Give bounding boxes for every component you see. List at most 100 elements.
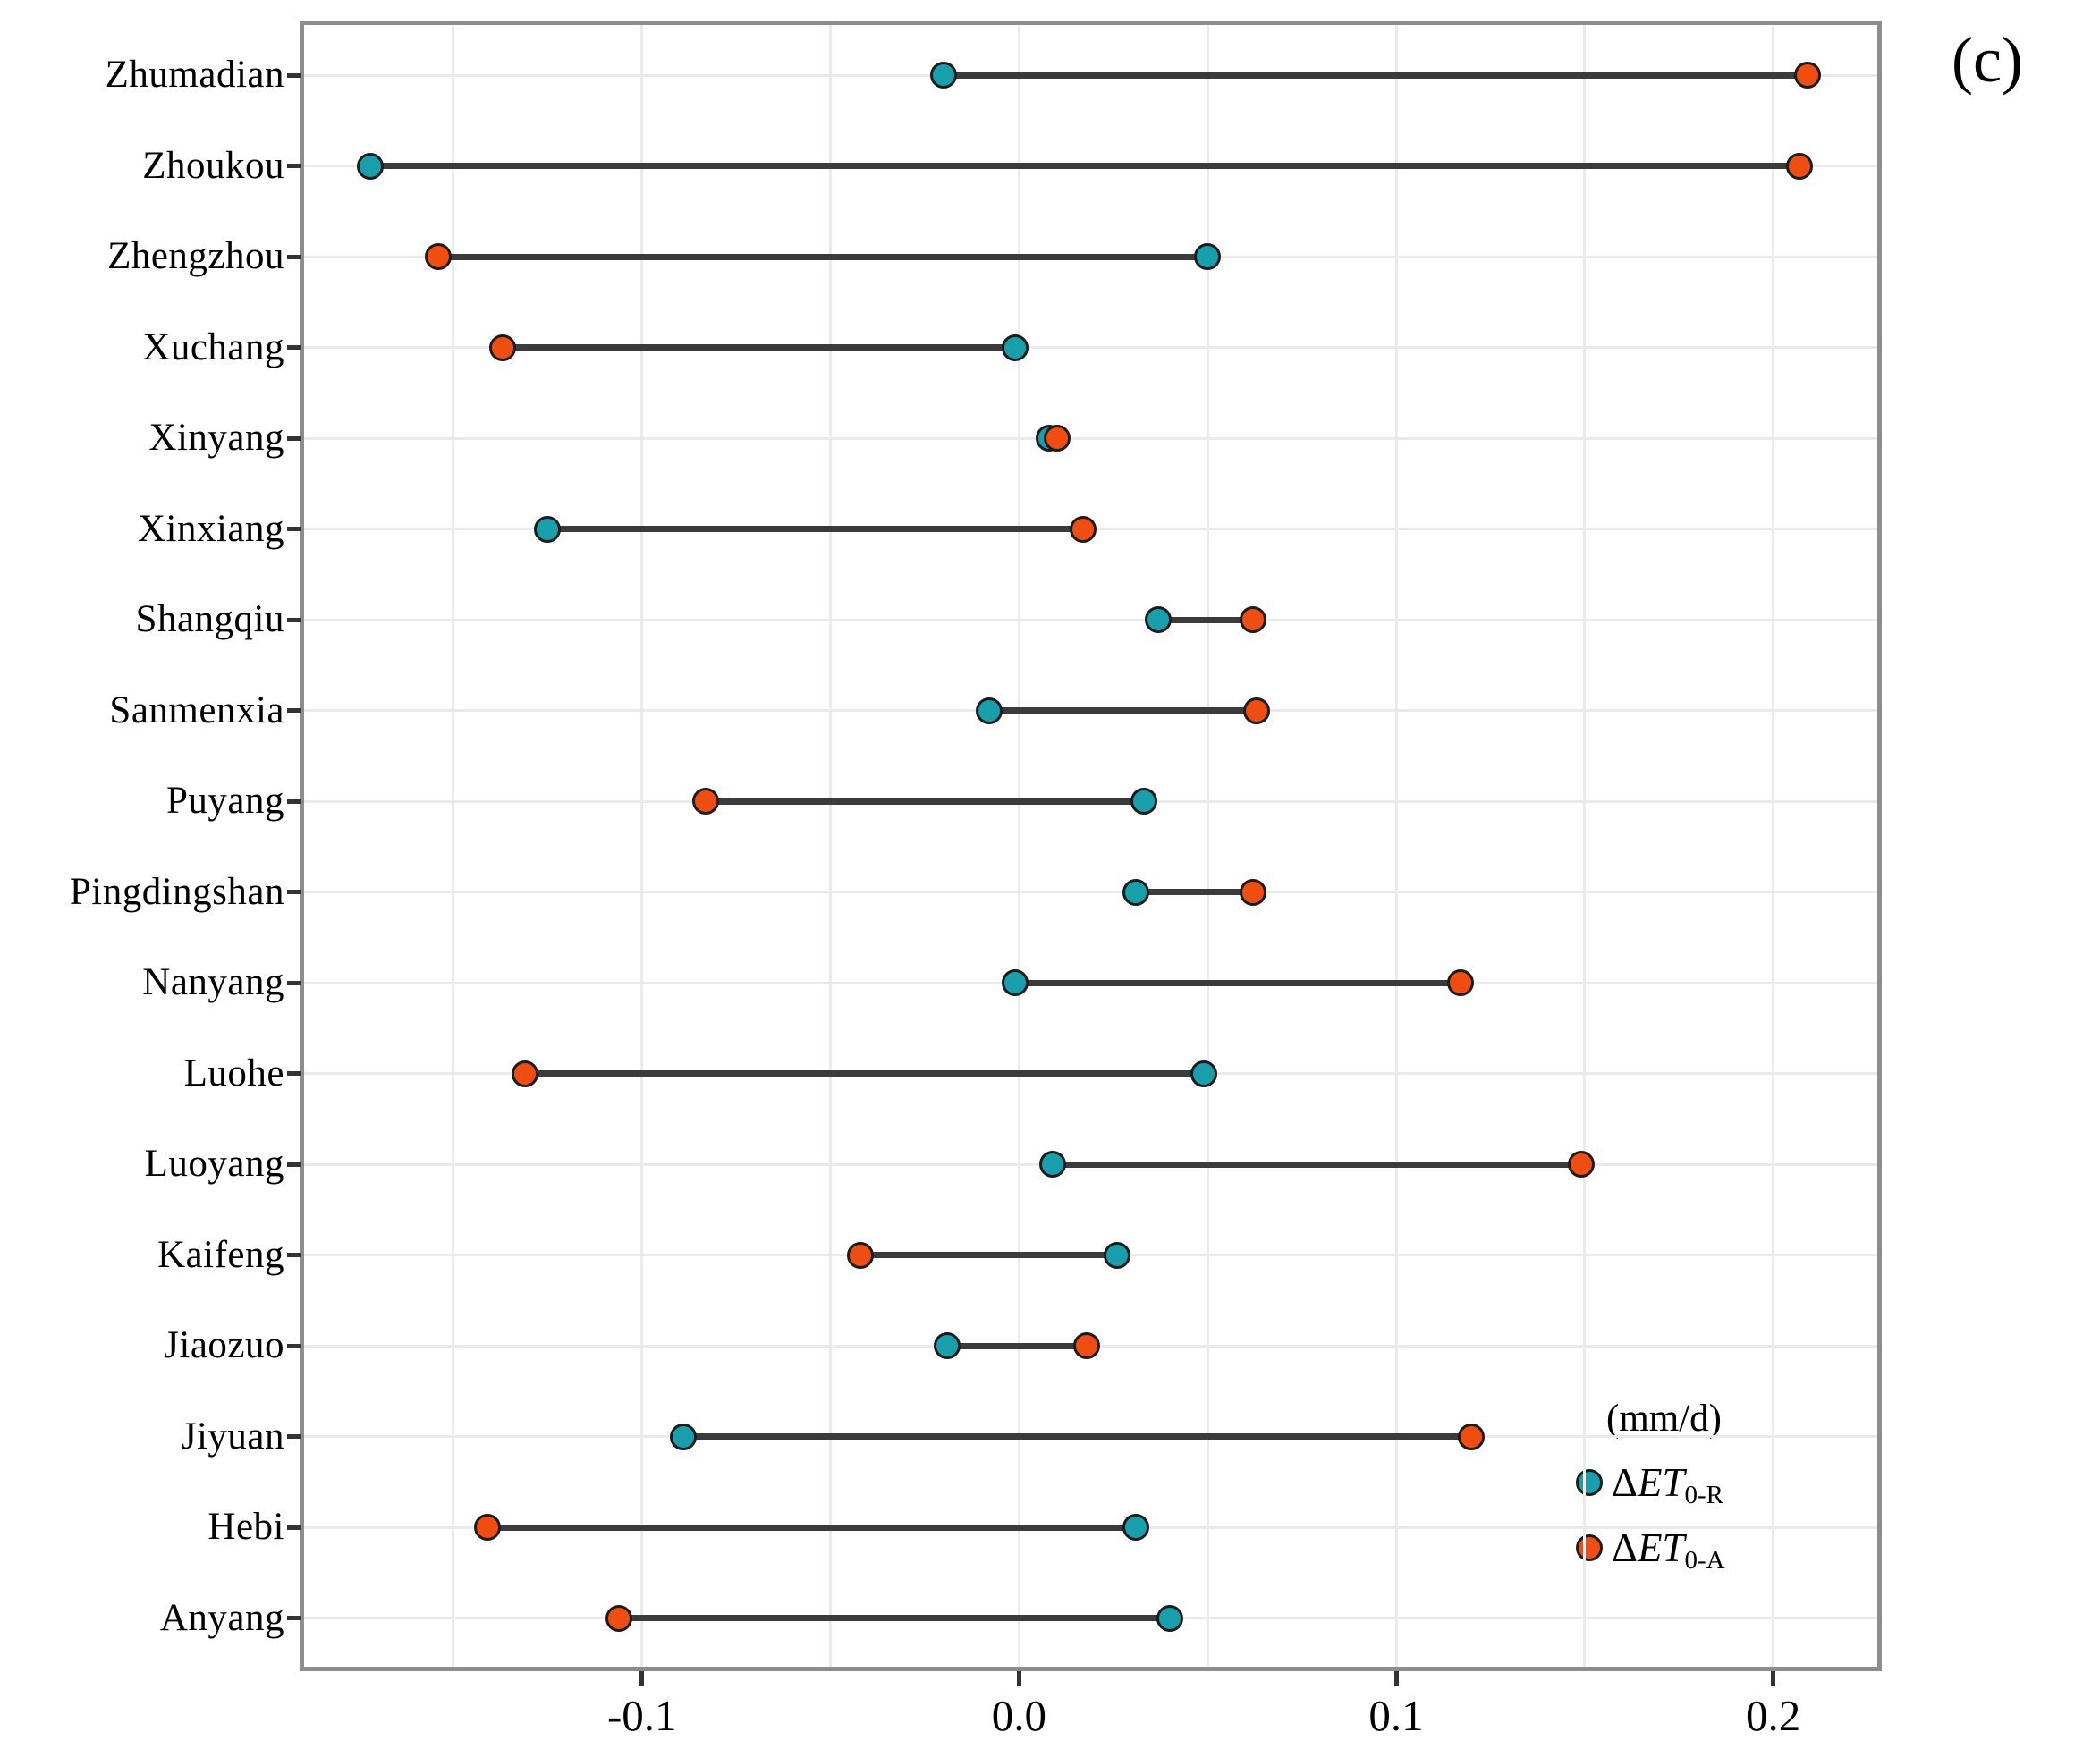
point-et0r-luoyang (1039, 1151, 1067, 1178)
legend-marker-et0a-icon (1576, 1534, 1603, 1561)
x-axis-tick (639, 1671, 645, 1686)
legend-item-et0a: ΔET0-A (1563, 1525, 1787, 1574)
x-tick-label: -0.1 (606, 1691, 677, 1740)
point-et0a-puyang (692, 788, 720, 815)
point-et0a-xinyang (1043, 425, 1071, 452)
city-label: Xinxiang (137, 507, 284, 550)
point-et0a-xinxiang (1070, 515, 1097, 543)
vertical-gridline (1772, 25, 1775, 1667)
dumbbell-connector (502, 344, 1016, 351)
city-label: Pingdingshan (69, 870, 284, 913)
vertical-gridline (829, 25, 833, 1667)
point-et0r-pingdingshan (1122, 878, 1150, 906)
dumbbell-connector (860, 1252, 1117, 1258)
x-tick-label: 0.0 (991, 1691, 1047, 1740)
city-label: Anyang (159, 1596, 284, 1639)
point-et0r-shangqiu (1145, 606, 1173, 633)
point-et0a-jiyuan (1458, 1423, 1486, 1450)
city-label: Luohe (183, 1052, 284, 1094)
dumbbell-connector (487, 1524, 1137, 1531)
point-et0r-zhengzhou (1194, 243, 1222, 270)
dumbbell-connector (683, 1433, 1472, 1440)
legend-symbol: ET (1637, 1525, 1685, 1570)
point-et0r-luohe (1190, 1060, 1217, 1087)
dumbbell-connector (438, 253, 1208, 260)
point-et0a-zhumadian (1793, 62, 1821, 89)
point-et0r-jiaozuo (934, 1332, 961, 1359)
y-axis-tick (287, 890, 301, 894)
y-axis-tick (287, 527, 301, 531)
horizontal-gridline (304, 618, 1877, 621)
dumbbell-connector (1015, 979, 1461, 986)
point-et0a-pingdingshan (1239, 878, 1266, 906)
vertical-gridline (1394, 25, 1398, 1667)
y-axis-tick (287, 72, 301, 78)
point-et0r-anyang (1156, 1604, 1184, 1632)
legend-symbol: ET (1637, 1460, 1685, 1505)
dumbbell-connector (706, 798, 1144, 805)
dumbbell-connector (370, 163, 1800, 169)
point-et0a-hebi (473, 1514, 501, 1541)
city-label: Zhoukou (142, 144, 284, 187)
city-label: Puyang (166, 780, 284, 822)
dumbbell-connector (1158, 616, 1253, 623)
city-label: Jiyuan (181, 1415, 284, 1458)
y-axis-tick (287, 798, 301, 804)
legend-delta: Δ (1612, 1460, 1638, 1505)
point-et0a-xuchang (488, 334, 516, 361)
y-axis-tick (287, 708, 301, 713)
point-et0a-shangqiu (1239, 606, 1266, 633)
point-et0r-zhumadian (930, 62, 958, 89)
y-axis-tick (287, 1071, 301, 1076)
city-label: Sanmenxia (109, 689, 284, 731)
point-et0r-zhoukou (357, 152, 385, 180)
city-label: Jiaozuo (164, 1324, 284, 1366)
city-label: Luoyang (144, 1143, 284, 1185)
y-axis-tick (287, 1525, 301, 1530)
y-axis-tick (287, 1253, 301, 1257)
legend-subscript: 0-A (1684, 1546, 1725, 1575)
y-axis-tick (287, 1616, 301, 1620)
y-axis-tick (287, 1434, 301, 1439)
y-axis-tick (287, 1162, 301, 1167)
city-label: Kaifeng (157, 1233, 284, 1276)
x-tick-label: 0.1 (1368, 1691, 1424, 1740)
dumbbell-connector (525, 1070, 1204, 1077)
vertical-gridline (452, 25, 455, 1667)
dumbbell-connector (619, 1615, 1171, 1621)
y-axis-tick (287, 980, 301, 985)
city-label: Hebi (207, 1506, 284, 1548)
city-label: Zhengzhou (107, 235, 284, 277)
x-axis-tick (1016, 1671, 1021, 1686)
point-et0a-zhoukou (1786, 152, 1814, 180)
point-et0r-hebi (1122, 1514, 1150, 1541)
horizontal-gridline (304, 436, 1877, 440)
x-axis-tick (1393, 1671, 1399, 1686)
city-label: Xinyang (148, 417, 284, 459)
x-tick-label: 0.2 (1746, 1691, 1801, 1740)
point-et0r-nanyang (1002, 969, 1029, 996)
horizontal-gridline (304, 346, 1877, 349)
dumbbell-connector (947, 1342, 1088, 1349)
y-axis-tick (287, 617, 301, 622)
panel-label: (c) (1952, 24, 2023, 96)
point-et0r-jiyuan (670, 1423, 698, 1450)
point-et0a-luohe (512, 1060, 539, 1087)
y-axis-tick (287, 345, 301, 350)
legend-marker-et0r-icon (1576, 1469, 1603, 1496)
legend-delta: Δ (1612, 1525, 1638, 1570)
vertical-gridline (1583, 25, 1587, 1667)
point-et0r-puyang (1130, 788, 1157, 815)
legend-label-et0a: ΔET0-A (1612, 1525, 1725, 1574)
y-axis-tick (287, 164, 301, 168)
point-et0a-zhengzhou (425, 243, 453, 270)
point-et0a-sanmenxia (1243, 697, 1270, 724)
horizontal-gridline (304, 891, 1877, 893)
plot-area: (mm/d) ΔET0-R ΔET0-A (300, 21, 1882, 1671)
y-axis-tick (287, 254, 301, 259)
point-et0r-kaifeng (1104, 1241, 1130, 1269)
point-et0a-nanyang (1446, 969, 1474, 996)
city-label: Nanyang (142, 961, 284, 1003)
legend-title: (mm/d) (1606, 1398, 1722, 1440)
